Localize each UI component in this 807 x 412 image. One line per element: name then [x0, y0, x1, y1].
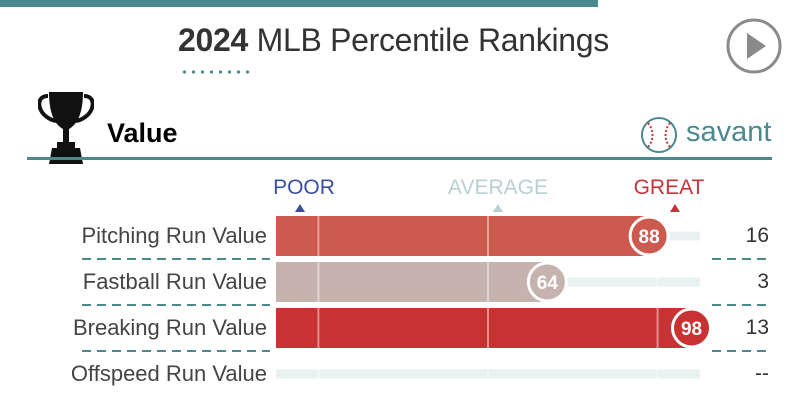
title-dots-divider: [180, 70, 252, 74]
average-marker: [493, 204, 503, 212]
percentile-badge-value: 88: [639, 227, 660, 248]
percentile-bar: [276, 262, 548, 302]
page-title: 2024 MLB Percentile Rankings: [178, 22, 609, 59]
great-marker: [670, 204, 680, 212]
metric-value: 13: [745, 316, 769, 339]
percentile-badge-value: 98: [681, 319, 702, 340]
percentile-bar: [276, 308, 692, 348]
percentile-badge[interactable]: [526, 261, 568, 303]
title-text: MLB Percentile Rankings: [256, 22, 610, 58]
poor-marker: [295, 204, 305, 212]
metric-label: Fastball Run Value: [82, 269, 267, 294]
section-divider: [27, 157, 772, 160]
baseball-icon: [641, 117, 677, 153]
section-title: Value: [107, 118, 178, 148]
metric-label: Breaking Run Value: [72, 315, 267, 340]
scale-great-label: GREAT: [633, 176, 705, 199]
percentile-badge[interactable]: [628, 215, 670, 257]
top-accent-bar: [0, 0, 598, 7]
play-icon[interactable]: [726, 18, 782, 74]
metric-label: Pitching Run Value: [81, 223, 268, 248]
metric-value: 3: [757, 270, 769, 293]
bar-track: [276, 369, 700, 379]
metric-label: Offspeed Run Value: [70, 361, 267, 386]
percentile-bar: [276, 216, 650, 256]
trophy-icon: [38, 92, 94, 164]
savant-brand[interactable]: savant: [686, 116, 772, 148]
scale-average-label: AVERAGE: [448, 176, 548, 199]
metric-value: 16: [745, 224, 769, 247]
metric-value: --: [755, 362, 769, 385]
percentile-badge[interactable]: [671, 307, 713, 349]
scale-poor-label: POOR: [273, 176, 335, 199]
percentile-badge-value: 64: [537, 273, 559, 294]
title-year: 2024: [178, 22, 248, 58]
